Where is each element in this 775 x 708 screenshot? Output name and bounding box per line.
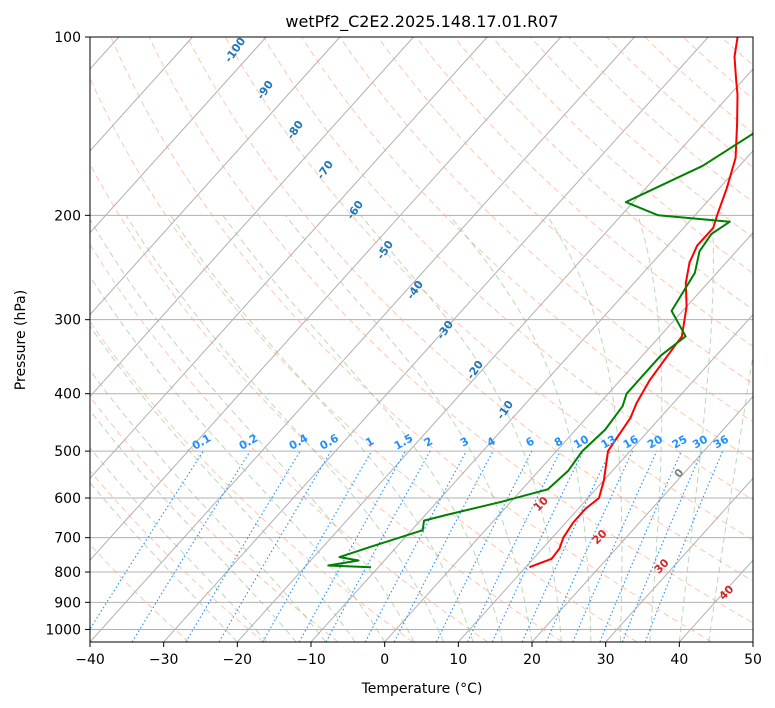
dry-adiabat-line (148, 37, 753, 624)
y-axis: 100 200 300 400 500 600 700 800 900 1000 (45, 30, 90, 638)
reference-lines-layer (90, 37, 753, 642)
x-tick-label: −40 (75, 652, 105, 668)
y-tick-label: 800 (54, 565, 81, 581)
x-tick-label: 50 (744, 652, 762, 668)
x-tick-label: 30 (597, 652, 615, 668)
y-tick-label: 200 (54, 208, 81, 224)
moist-adiabat-line (90, 275, 386, 642)
dry-adiabat-line (186, 37, 753, 582)
x-tick-label: −20 (223, 652, 253, 668)
isotherm-line (605, 477, 753, 642)
isotherm-line (236, 68, 753, 642)
moist-adiabat-line (222, 215, 503, 642)
plot-frame (89, 36, 754, 643)
y-tick-label: 500 (54, 444, 81, 460)
dry-adiabat-line (90, 243, 488, 642)
x-tick-label: 40 (670, 652, 688, 668)
mixing-ratio-line (491, 450, 584, 642)
moist-adiabat-line (90, 409, 297, 642)
isotherm-line (163, 37, 709, 642)
y-tick-label: 1000 (45, 622, 81, 638)
isotherm-line (90, 37, 635, 642)
mixing-ratio-line (298, 450, 406, 642)
isotherm-line (90, 37, 193, 152)
dry-adiabat-line (339, 37, 753, 423)
isotherm-line (90, 37, 414, 398)
mixing-ratio-line (131, 450, 251, 642)
moist-adiabat-line (90, 481, 238, 642)
y-axis-label: Pressure (hPa) (13, 290, 29, 390)
moist-adiabat-line (360, 214, 562, 642)
isotherm-line (90, 37, 341, 316)
x-tick-label: 20 (523, 652, 541, 668)
mixing-ratio-line (90, 450, 204, 631)
mixing-ratio-line (521, 450, 611, 642)
isotherm-line (310, 150, 753, 642)
profile-lines-layer (327, 37, 753, 569)
y-tick-label: 400 (54, 387, 81, 403)
y-tick-label: 100 (54, 30, 81, 46)
y-tick-label: 700 (54, 531, 81, 547)
moist-adiabat-line (170, 215, 474, 642)
moist-adiabat-line (90, 325, 356, 642)
x-axis: −40 −30 −20 −10 0 10 20 30 40 50 (75, 642, 762, 668)
moist-adiabat-line (449, 214, 592, 642)
x-tick-label: 0 (380, 652, 389, 668)
isotherm-line (384, 231, 753, 642)
isotherm-line (90, 37, 267, 234)
dry-adiabat-line (90, 396, 339, 642)
x-tick-label: −30 (149, 652, 179, 668)
temperature-profile-line (529, 37, 739, 569)
dry-adiabat-line (491, 37, 753, 274)
dry-adiabat-line (453, 37, 753, 311)
mixing-ratio-line (599, 450, 682, 642)
x-axis-label: Temperature (°C) (361, 681, 483, 697)
moist-adiabat-line (678, 215, 714, 642)
x-tick-label: −10 (296, 652, 326, 668)
moist-adiabat-line (708, 352, 753, 642)
dry-adiabat-line (90, 76, 638, 642)
dry-adiabat-line (90, 163, 563, 642)
dry-adiabat-line (415, 37, 753, 348)
mixing-ratio-line (467, 450, 561, 642)
isotherm-line (531, 395, 753, 642)
mixing-ratio-line (621, 450, 703, 642)
dry-adiabat-line (224, 37, 753, 541)
dry-adiabat-line (90, 320, 414, 642)
plot-background (90, 37, 753, 642)
isotherm-line (457, 313, 753, 642)
moist-adiabat-line (90, 446, 268, 642)
moist-adiabat-line (285, 214, 533, 642)
mixing-ratio-line (545, 450, 633, 642)
moist-adiabat-line (546, 215, 623, 642)
moist-adiabat-line (125, 215, 445, 642)
mixing-ratio-line (185, 450, 301, 642)
mixing-ratio-line (218, 450, 332, 642)
y-tick-label: 300 (54, 313, 81, 329)
dry-adiabat-line (377, 37, 753, 385)
dry-adiabat-line (110, 37, 712, 642)
dewpoint-profile-line (327, 132, 753, 569)
moist-adiabat-line (637, 215, 663, 642)
chart-title: wetPf2_C2E2.2025.148.17.01.R07 (285, 12, 558, 32)
isotherm-line (90, 37, 562, 561)
y-tick-label: 900 (54, 595, 81, 611)
dry-adiabat-line (263, 37, 753, 501)
moist-adiabat-line (90, 218, 415, 642)
mixing-ratio-line (325, 450, 431, 642)
x-tick-label: 10 (449, 652, 467, 668)
y-tick-label: 600 (54, 491, 81, 507)
isotherm-line (90, 37, 488, 480)
mixing-ratio-line (262, 450, 373, 642)
dry-adiabat-line (606, 37, 753, 169)
